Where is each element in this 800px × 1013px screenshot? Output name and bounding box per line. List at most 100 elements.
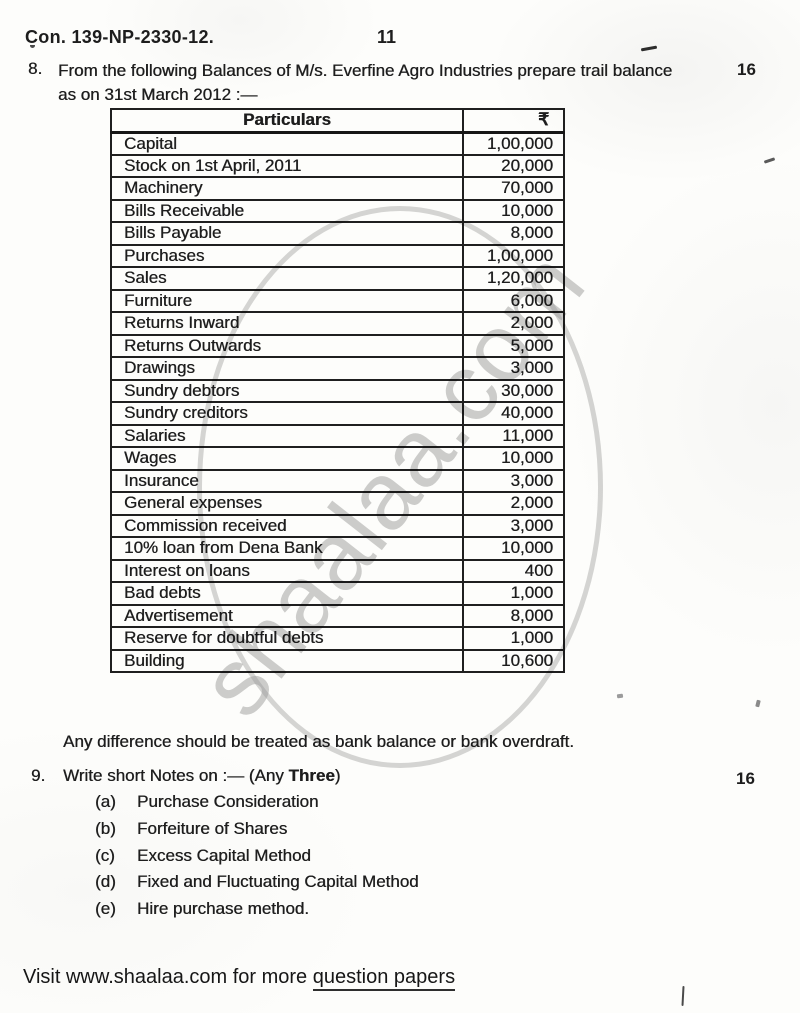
footer: Visit www.shaalaa.com for more question … (23, 966, 456, 991)
particulars-cell: Sales (110, 266, 464, 291)
table-row: General expenses 2,000 (110, 491, 565, 516)
amount-cell: 3,000 (462, 468, 565, 493)
list-item-letter: (b) (95, 818, 116, 838)
exam-code: Con. 139-NP-2330-12. (25, 27, 215, 47)
table-row: Insurance 3,000 (110, 468, 565, 493)
table-header-row: Particulars ₹ (110, 108, 565, 134)
table-row: Salaries 11,000 (110, 423, 565, 448)
particulars-cell: 10% loan from Dena Bank (110, 536, 464, 561)
particulars-cell: Capital (110, 131, 464, 156)
amount-cell: 1,00,000 (462, 243, 565, 268)
particulars-cell: Building (110, 648, 464, 673)
amount-cell: 3,000 (462, 513, 565, 538)
amount-cell: 20,000 (462, 153, 565, 178)
particulars-cell: Sundry debtors (110, 378, 464, 403)
amount-cell: 6,000 (462, 288, 565, 313)
amount-cell: 8,000 (462, 221, 565, 246)
list-item: (d) Fixed and Fluctuating Capital Method (95, 872, 595, 899)
list-item: (c) Excess Capital Method (95, 846, 595, 873)
table-row: Purchases 1,00,000 (110, 243, 565, 268)
particulars-cell: Returns Outwards (110, 333, 464, 358)
amount-cell: 1,00,000 (462, 131, 565, 156)
particulars-cell: Advertisement (110, 603, 464, 628)
footer-text: Visit www.shaalaa.com for more (23, 966, 313, 988)
particulars-cell: Returns Inward (110, 311, 464, 336)
particulars-cell: Stock on 1st April, 2011 (110, 153, 464, 178)
amount-cell: 70,000 (462, 176, 565, 201)
question-8-number: 8. (28, 59, 43, 78)
particulars-cell: Insurance (110, 468, 464, 493)
question-8-line2: as on 31st March 2012 :— (58, 85, 258, 104)
table-row: Sales 1,20,000 (110, 266, 565, 291)
table-row: Machinery 70,000 (110, 176, 565, 201)
table-row: Capital 1,00,000 (110, 131, 565, 156)
table-row: Reserve for doubtful debts 1,000 (110, 626, 565, 651)
particulars-cell: Purchases (110, 243, 464, 268)
scan-artifact-dash (640, 45, 658, 52)
table-row: Sundry debtors 30,000 (110, 378, 565, 403)
list-item-letter: (d) (95, 872, 116, 892)
particulars-cell: Wages (110, 446, 464, 471)
amount-cell: 8,000 (462, 603, 565, 628)
page-number: 11 (377, 27, 397, 47)
particulars-cell: Furniture (110, 288, 464, 313)
particulars-cell: Sundry creditors (110, 401, 464, 426)
question-9-text-before: Write short Notes on :— (Any (63, 766, 289, 785)
particulars-cell: Salaries (110, 423, 464, 448)
table-row: Interest on loans 400 (110, 558, 565, 583)
table-row: Advertisement 8,000 (110, 603, 565, 628)
table-row: Sundry creditors 40,000 (110, 401, 565, 426)
column-header-particulars: Particulars (110, 108, 464, 134)
list-item-label: Purchase Consideration (137, 792, 319, 811)
table-row: Bills Payable 8,000 (110, 221, 565, 246)
particulars-cell: Commission received (110, 513, 464, 538)
list-item: (a) Purchase Consideration (95, 792, 595, 819)
question-9-marks: 16 (736, 769, 755, 788)
table-row: Drawings 3,000 (110, 356, 565, 381)
list-item: (e) Hire purchase method. (95, 899, 595, 926)
table-row: 10% loan from Dena Bank 10,000 (110, 536, 565, 561)
amount-cell: 3,000 (462, 356, 565, 381)
question-8-note: Any difference should be treated as bank… (63, 732, 574, 751)
column-header-rupee: ₹ (462, 108, 565, 134)
particulars-cell: Interest on loans (110, 558, 464, 583)
scan-artifact-speck (30, 45, 35, 48)
table-row: Bad debts 1,000 (110, 581, 565, 606)
table-row: Bills Receivable 10,000 (110, 198, 565, 223)
question-9-number: 9. (31, 766, 46, 785)
particulars-cell: Reserve for doubtful debts (110, 626, 464, 651)
question-9-text-after: ) (334, 766, 341, 785)
amount-cell: 10,000 (462, 198, 565, 223)
scan-artifact-stray-line (681, 985, 685, 1007)
amount-cell: 30,000 (462, 378, 565, 403)
amount-cell: 400 (462, 558, 565, 583)
particulars-cell: Bills Receivable (110, 198, 464, 223)
amount-cell: 11,000 (462, 423, 565, 448)
amount-cell: 10,000 (462, 536, 565, 561)
table-row: Commission received 3,000 (110, 513, 565, 538)
amount-cell: 5,000 (462, 333, 565, 358)
scan-artifact-dash (763, 157, 776, 164)
scan-artifact-speck (755, 699, 761, 708)
list-item-letter: (c) (95, 845, 115, 865)
amount-cell: 10,600 (462, 648, 565, 673)
list-item-letter: (a) (95, 792, 116, 811)
scan-artifact-speck (616, 693, 624, 699)
table-row: Returns Outwards 5,000 (110, 333, 565, 358)
footer-link-text: question papers (312, 966, 456, 991)
list-item-label: Fixed and Fluctuating Capital Method (137, 872, 419, 892)
list-item-label: Forfeiture of Shares (137, 818, 288, 838)
question-8-text: From the following Balances of M/s. Ever… (58, 59, 734, 107)
list-item-label: Hire purchase method. (137, 899, 309, 919)
amount-cell: 40,000 (462, 401, 565, 426)
list-item: (b) Forfeiture of Shares (95, 819, 595, 846)
list-item-label: Excess Capital Method (137, 845, 311, 865)
list-item-letter: (e) (95, 899, 116, 919)
particulars-cell: Drawings (110, 356, 464, 381)
question-9-text-bold: Three (288, 766, 335, 785)
amount-cell: 2,000 (462, 491, 565, 516)
question-8-line1: From the following Balances of M/s. Ever… (58, 61, 673, 80)
particulars-cell: Bills Payable (110, 221, 464, 246)
particulars-cell: Bad debts (110, 581, 464, 606)
